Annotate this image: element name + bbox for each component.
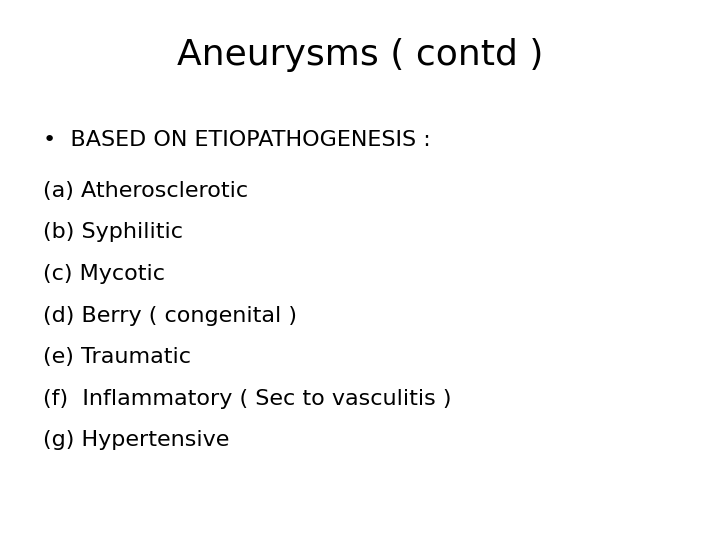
Text: (e) Traumatic: (e) Traumatic	[43, 347, 192, 367]
Text: •  BASED ON ETIOPATHOGENESIS :: • BASED ON ETIOPATHOGENESIS :	[43, 130, 431, 150]
Text: Aneurysms ( contd ): Aneurysms ( contd )	[177, 38, 543, 72]
Text: (b) Syphilitic: (b) Syphilitic	[43, 222, 183, 242]
Text: (d) Berry ( congenital ): (d) Berry ( congenital )	[43, 306, 297, 326]
Text: (g) Hypertensive: (g) Hypertensive	[43, 430, 230, 450]
Text: (c) Mycotic: (c) Mycotic	[43, 264, 165, 284]
Text: (a) Atherosclerotic: (a) Atherosclerotic	[43, 181, 248, 201]
Text: (f)  Inflammatory ( Sec to vasculitis ): (f) Inflammatory ( Sec to vasculitis )	[43, 389, 451, 409]
